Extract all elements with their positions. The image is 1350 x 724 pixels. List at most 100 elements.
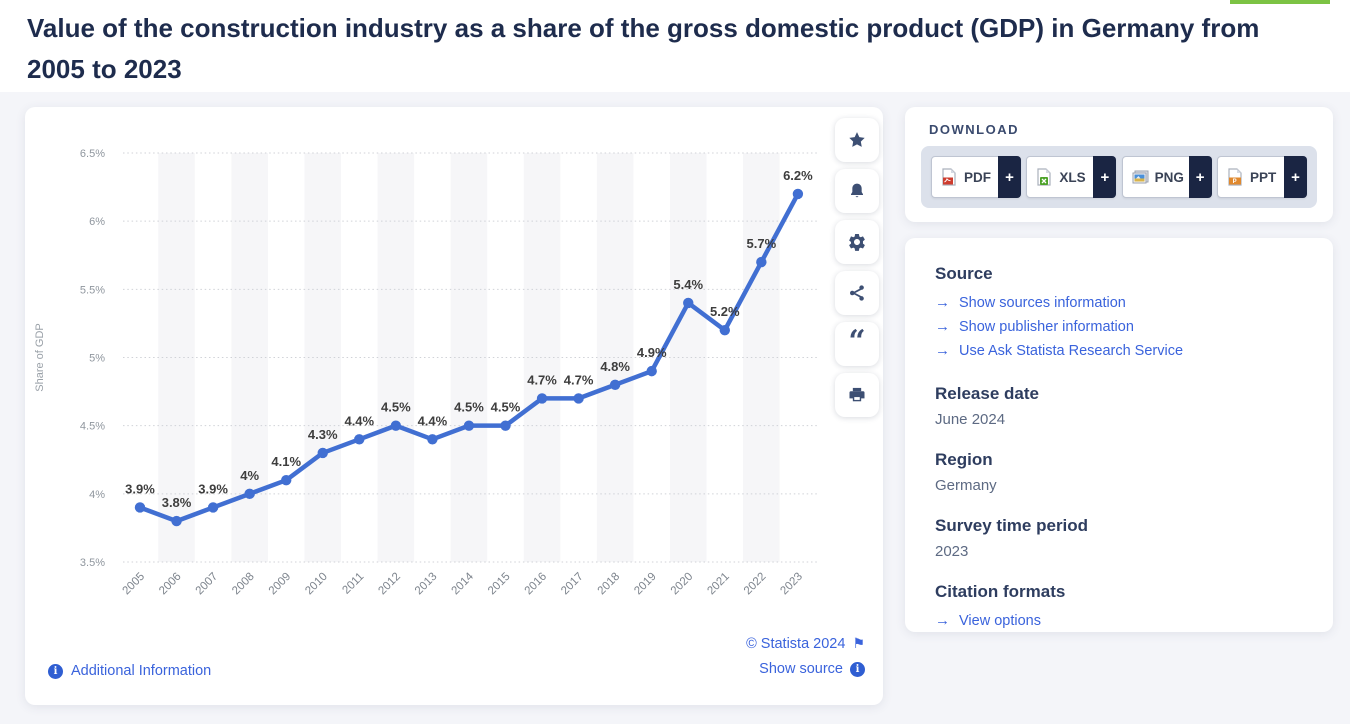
- add-pdf-button[interactable]: +: [998, 156, 1021, 198]
- chart-attribution: © Statista 2024 ⚑ Show source i: [746, 635, 865, 686]
- cite-button[interactable]: “: [835, 322, 879, 366]
- notifications-button[interactable]: [835, 169, 879, 213]
- data-point[interactable]: [792, 188, 804, 200]
- png-file-icon: [1132, 170, 1149, 184]
- download-pdf-button[interactable]: PDF +: [931, 156, 1021, 198]
- download-ppt-button[interactable]: P PPT +: [1216, 156, 1307, 198]
- plot-band: [377, 153, 415, 562]
- data-point-label: 4.4%: [344, 413, 374, 428]
- data-point[interactable]: [646, 365, 657, 377]
- data-point-label: 4.4%: [418, 413, 448, 428]
- plot-band: [596, 153, 634, 562]
- data-point[interactable]: [609, 379, 621, 390]
- add-ppt-button[interactable]: +: [1283, 156, 1307, 198]
- x-axis-tick-label: 2010: [303, 571, 330, 598]
- settings-button[interactable]: [835, 220, 879, 264]
- data-point-label: 4.3%: [308, 427, 338, 442]
- data-point[interactable]: [317, 447, 328, 459]
- y-axis-tick-label: 3.5%: [80, 557, 105, 569]
- data-point[interactable]: [536, 393, 548, 404]
- download-card: DOWNLOAD PDF + XLS +: [905, 107, 1333, 222]
- data-point-label: 3.8%: [162, 495, 192, 510]
- link-label: Show sources information: [959, 295, 1126, 311]
- y-axis-tick-label: 5.5%: [80, 284, 105, 296]
- data-point-label: 4.1%: [271, 454, 301, 469]
- data-point[interactable]: [244, 488, 255, 500]
- data-point[interactable]: [281, 475, 292, 486]
- data-point[interactable]: [390, 420, 402, 431]
- citation-formats-heading: Citation formats: [935, 582, 1066, 601]
- x-axis-tick-label: 2020: [669, 571, 696, 598]
- data-point[interactable]: [171, 515, 182, 527]
- line-chart: 3.5% 4% 4.5% 5% 5.5% 6% 6.5% Share of GDP 2005 20…: [34, 148, 818, 598]
- ask-statista-research-service-link[interactable]: → Use Ask Statista Research Service: [935, 339, 1303, 363]
- x-axis-tick-label: 2009: [267, 571, 294, 598]
- x-axis-tick-label: 2007: [194, 571, 221, 598]
- data-point-label: 3.9%: [198, 481, 228, 496]
- svg-text:P: P: [1233, 179, 1237, 185]
- y-axis-tick-label: 6.5%: [80, 148, 105, 160]
- chart-card: 3.5% 4% 4.5% 5% 5.5% 6% 6.5% Share of GDP 2005 20…: [25, 107, 883, 705]
- data-point[interactable]: [354, 434, 365, 445]
- release-date-heading: Release date: [935, 384, 1039, 403]
- data-point[interactable]: [500, 420, 511, 431]
- x-axis-tick-label: 2014: [449, 570, 476, 597]
- show-publisher-information-link[interactable]: → Show publisher information: [935, 315, 1303, 339]
- data-point[interactable]: [683, 297, 694, 309]
- page-title: Value of the construction industry as a …: [27, 13, 1260, 84]
- print-button[interactable]: [835, 373, 879, 417]
- star-icon: [849, 132, 865, 147]
- favorite-button[interactable]: [835, 118, 879, 162]
- download-xls-button[interactable]: XLS +: [1026, 156, 1117, 198]
- data-point[interactable]: [719, 325, 730, 336]
- data-point[interactable]: [134, 502, 146, 513]
- share-button[interactable]: [835, 271, 879, 315]
- info-icon: i: [850, 661, 865, 677]
- download-heading: DOWNLOAD: [929, 122, 1019, 137]
- data-point-label: 4.5%: [454, 400, 484, 415]
- arrow-right-icon: →: [935, 342, 950, 359]
- show-source-link[interactable]: Show source i: [746, 661, 865, 677]
- show-sources-information-link[interactable]: → Show sources information: [935, 291, 1303, 315]
- add-xls-button[interactable]: +: [1093, 156, 1117, 198]
- download-png-button[interactable]: PNG +: [1121, 156, 1212, 198]
- link-label: View options: [959, 613, 1041, 629]
- flag-icon: ⚑: [852, 635, 865, 651]
- gear-icon: [849, 234, 865, 251]
- add-png-button[interactable]: +: [1188, 156, 1212, 198]
- x-axis-tick-label: 2016: [523, 571, 550, 598]
- data-point-label: 5.7%: [747, 236, 777, 251]
- x-axis-tick-label: 2008: [230, 571, 257, 598]
- additional-information-link[interactable]: i Additional Information: [48, 663, 211, 679]
- data-point[interactable]: [207, 502, 219, 513]
- data-point-label: 5.4%: [673, 277, 703, 292]
- plot-band: [450, 153, 488, 562]
- link-label: Use Ask Statista Research Service: [959, 343, 1184, 359]
- format-label: PNG: [1154, 169, 1184, 185]
- data-point[interactable]: [756, 256, 767, 268]
- source-heading: Source: [935, 264, 993, 283]
- additional-information-label: Additional Information: [71, 663, 212, 679]
- x-axis-tick-label: 2021: [705, 571, 732, 598]
- download-formats-box: PDF + XLS + PNG +: [921, 146, 1317, 208]
- format-label: PPT: [1249, 169, 1277, 185]
- x-axis-tick-label: 2012: [376, 571, 403, 598]
- bell-icon: [851, 183, 863, 198]
- y-axis-tick-label: 5%: [89, 353, 105, 365]
- top-green-bar: [1230, 0, 1330, 4]
- xls-file-icon: [1037, 168, 1051, 186]
- data-point[interactable]: [463, 420, 475, 431]
- x-axis-tick-label: 2005: [121, 571, 148, 598]
- data-point-label: 6.2%: [783, 168, 813, 183]
- x-axis-tick-label: 2011: [340, 571, 366, 597]
- view-options-link[interactable]: → View options: [935, 609, 1303, 633]
- data-point[interactable]: [573, 393, 584, 404]
- statista-copyright-link[interactable]: © Statista 2024 ⚑: [746, 635, 865, 652]
- copyright-label: © Statista 2024: [746, 635, 846, 652]
- x-axis-tick-label: 2022: [742, 571, 769, 598]
- x-axis-tick-label: 2015: [486, 571, 513, 598]
- y-axis-tick-label: 6%: [89, 216, 105, 228]
- data-point[interactable]: [427, 434, 438, 445]
- x-axis-tick-label: 2018: [596, 571, 623, 598]
- share-icon: [850, 285, 864, 301]
